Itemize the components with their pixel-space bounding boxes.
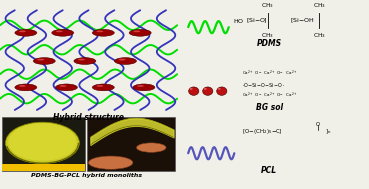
Text: $\mathsf{\cdot O\!-\!Si\!-\!O\!-\!Si\!-\!O\cdot}$: $\mathsf{\cdot O\!-\!Si\!-\!O\!-\!Si\!-\… [242, 81, 285, 89]
Ellipse shape [73, 57, 96, 65]
Text: $\mathsf{CH_3}$: $\mathsf{CH_3}$ [261, 31, 274, 40]
Ellipse shape [202, 87, 213, 96]
Ellipse shape [204, 88, 207, 90]
Ellipse shape [133, 84, 155, 91]
Text: $\mathsf{Ca^{2+}\ O^-\ \ Ca^{2+}\ O^-\ \ Ca^{2+}}$: $\mathsf{Ca^{2+}\ O^-\ \ Ca^{2+}\ O^-\ \… [242, 91, 297, 101]
Text: $\mathsf{CH_3}$: $\mathsf{CH_3}$ [313, 31, 325, 40]
Ellipse shape [6, 122, 79, 164]
Ellipse shape [52, 29, 73, 36]
Text: $\mathsf{HO}$: $\mathsf{HO}$ [234, 17, 245, 25]
Ellipse shape [93, 29, 114, 36]
Ellipse shape [14, 29, 37, 36]
Ellipse shape [59, 85, 66, 87]
Ellipse shape [78, 59, 85, 60]
Ellipse shape [33, 57, 56, 65]
Text: PDMS-BG-PCL hybrid monoliths: PDMS-BG-PCL hybrid monoliths [31, 173, 142, 178]
Bar [2, 117, 85, 171]
Ellipse shape [51, 29, 74, 36]
Ellipse shape [15, 84, 37, 91]
Ellipse shape [189, 87, 199, 95]
Ellipse shape [34, 58, 55, 64]
Ellipse shape [137, 85, 144, 87]
Ellipse shape [132, 84, 155, 91]
Ellipse shape [15, 29, 37, 36]
Text: $\mathsf{Ca^{2+}\ O^-\ \ Ca^{2+}\ O^-\ \ Ca^{2+}}$: $\mathsf{Ca^{2+}\ O^-\ \ Ca^{2+}\ O^-\ \… [242, 69, 297, 78]
Ellipse shape [115, 58, 136, 64]
Text: PCL: PCL [261, 166, 277, 175]
Ellipse shape [89, 156, 133, 169]
Ellipse shape [216, 87, 227, 96]
Ellipse shape [37, 59, 44, 60]
Ellipse shape [118, 59, 125, 60]
Ellipse shape [14, 84, 37, 91]
Ellipse shape [19, 85, 26, 87]
Ellipse shape [55, 84, 78, 91]
Bar [2, 164, 85, 171]
Ellipse shape [130, 29, 151, 36]
Ellipse shape [19, 30, 26, 32]
Text: $\mathsf{]_n}$: $\mathsf{]_n}$ [325, 127, 331, 136]
Ellipse shape [74, 58, 96, 64]
Ellipse shape [217, 87, 227, 95]
Ellipse shape [188, 87, 199, 96]
Ellipse shape [56, 84, 77, 91]
Ellipse shape [8, 123, 77, 161]
Text: $\mathsf{[Si\!-\!OH}$: $\mathsf{[Si\!-\!OH}$ [290, 16, 315, 25]
Ellipse shape [92, 84, 115, 91]
Ellipse shape [93, 84, 114, 91]
Ellipse shape [129, 29, 152, 36]
Ellipse shape [218, 88, 221, 90]
Text: $\mathsf{CH_3}$: $\mathsf{CH_3}$ [313, 1, 325, 10]
Text: $\mathsf{O}$: $\mathsf{O}$ [315, 120, 321, 128]
Ellipse shape [133, 30, 140, 32]
Ellipse shape [190, 88, 193, 90]
Text: $\mathsf{[O\!-\!(CH_2)_5\!-\!C\!\!]}$: $\mathsf{[O\!-\!(CH_2)_5\!-\!C\!\!]}$ [242, 127, 282, 136]
Text: $\mathsf{[Si\!-\!O\!]}$: $\mathsf{[Si\!-\!O\!]}$ [246, 16, 267, 25]
Ellipse shape [96, 85, 103, 87]
Bar [0, 12, 177, 110]
Text: PDMS: PDMS [257, 39, 282, 48]
Text: BG sol: BG sol [256, 103, 283, 112]
Ellipse shape [137, 143, 166, 152]
Ellipse shape [92, 29, 115, 36]
Ellipse shape [114, 57, 137, 65]
Ellipse shape [203, 87, 213, 95]
Text: $\mathsf{CH_3}$: $\mathsf{CH_3}$ [261, 1, 274, 10]
Ellipse shape [96, 30, 103, 32]
Text: Hybrid structure: Hybrid structure [53, 113, 124, 122]
Ellipse shape [56, 30, 63, 32]
Bar [87, 117, 175, 171]
